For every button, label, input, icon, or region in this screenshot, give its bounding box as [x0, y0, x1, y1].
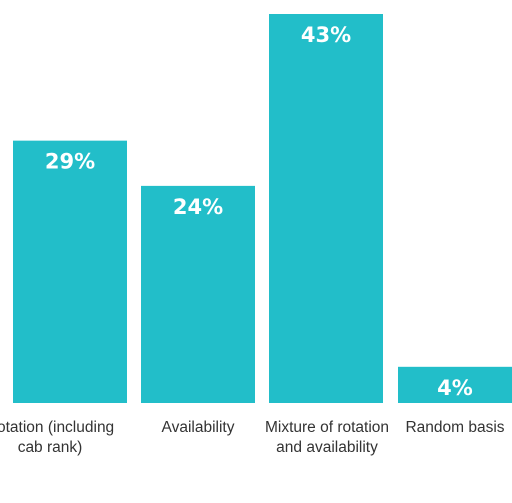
bar-random-basis	[398, 366, 512, 403]
bar-value-label-availability: 24%	[173, 195, 223, 219]
category-label-rotation: Rotation (including cab rank)	[0, 419, 115, 456]
bar-mixture	[269, 14, 383, 403]
bar-rotation	[13, 140, 127, 403]
bar-value-label-mixture: 43%	[301, 23, 351, 47]
category-label-random-basis: Random basis	[405, 419, 505, 436]
category-label-mixture: Mixture of rotation and availability	[264, 419, 390, 456]
bar-value-label-rotation: 29%	[45, 150, 95, 174]
bar-availability	[141, 185, 255, 403]
chart-plot-area: 29% 24% 43% 4%	[13, 14, 512, 403]
bar-value-label-random-basis: 4%	[437, 376, 473, 400]
category-label-availability: Availability	[161, 419, 235, 436]
